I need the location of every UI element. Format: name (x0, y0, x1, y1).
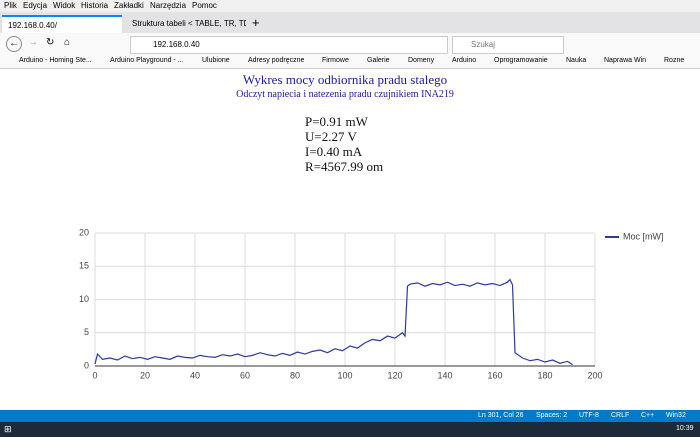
page-title: Wykres mocy odbiornika pradu stalego (242, 72, 448, 87)
bookmark[interactable]: Naprawa Win (604, 57, 647, 64)
url: 192.168.0.40 (153, 40, 200, 49)
x-tick-label: 100 (337, 370, 352, 380)
tab-bar: 192.168.0.40/ Struktura tabeli < TABLE, … (0, 12, 700, 33)
bookmark[interactable]: Adresy podręczne (248, 57, 305, 64)
bookmark[interactable]: Arduino Playground - ... (110, 57, 184, 64)
x-tick-label: 80 (290, 370, 300, 380)
status-item[interactable]: CRLF (611, 412, 630, 419)
reading: P=0.91 mW (305, 114, 368, 129)
tab[interactable]: Struktura tabeli < TABLE, TR, TD (132, 19, 246, 28)
menu-item[interactable]: Pomoc (192, 1, 217, 10)
x-tick-label: 60 (240, 370, 250, 380)
bookmark[interactable]: Firmowe (322, 57, 349, 64)
reload-button[interactable]: ↻ (46, 37, 55, 48)
x-tick-label: 40 (190, 370, 200, 380)
x-tick-label: 20 (140, 370, 150, 380)
y-tick-label: 10 (79, 294, 89, 304)
x-tick-label: 160 (487, 370, 502, 380)
bookmark[interactable]: Oprogramowanie (494, 57, 548, 64)
search-field[interactable]: Szukaj (452, 36, 564, 54)
x-tick-label: 140 (437, 370, 452, 380)
readings: P=0.91 mW U=2.27 V I=0.40 mA R=4567.99 om (305, 114, 383, 174)
status-item[interactable]: Spaces: 2 (536, 412, 568, 419)
menu-item[interactable]: Plik (4, 1, 17, 10)
status-item[interactable]: Win32 (666, 412, 686, 419)
status-bar: Ln 301, Col 26 Spaces: 2 UTF-8 CRLF C++ Win32 (0, 410, 700, 422)
status-item[interactable]: UTF-8 (579, 412, 599, 419)
status-item[interactable]: C++ (641, 412, 655, 419)
bookmark[interactable]: Arduino (452, 57, 477, 64)
reading: U=2.27 V (305, 129, 357, 144)
menu-bar: Plik Edycja Widok Historia Zakładki Narzędzia… (0, 0, 700, 12)
menu-item[interactable]: Zakładki (114, 1, 144, 10)
tab[interactable]: 192.168.0.40/ (2, 15, 122, 33)
y-tick-label: 0 (84, 360, 89, 370)
y-tick-label: 15 (79, 261, 89, 271)
new-tab[interactable]: + (252, 15, 260, 30)
taskbar: ⊞ 10:39 (0, 422, 700, 437)
menu-item[interactable]: Historia (81, 1, 109, 10)
back-button[interactable]: ← (6, 36, 22, 52)
clock: 10:39 (676, 425, 694, 432)
menu-item[interactable]: Narzędzia (150, 1, 187, 10)
bookmark[interactable]: Ulubione (202, 57, 230, 64)
x-tick-label: 200 (587, 370, 602, 380)
y-tick-label: 5 (84, 327, 89, 337)
home-button[interactable]: ⌂ (64, 37, 71, 48)
bookmark[interactable]: Nauka (566, 57, 587, 64)
menu-item[interactable]: Widok (53, 1, 76, 10)
bookmark[interactable]: Rozne (664, 57, 685, 64)
page-subtitle: Odczyt napiecia i natezenia pradu czujni… (236, 89, 454, 100)
bookmark[interactable]: Arduino - Homing Ste... (19, 57, 92, 64)
x-tick-label: 120 (387, 370, 402, 380)
nav-bar: ← → ↻ ⌂ 192.168.0.40 Szukaj (0, 33, 700, 56)
start-button[interactable]: ⊞ (4, 424, 12, 434)
legend-label: Moc [mW] (623, 231, 664, 241)
bookmarks-bar: Arduino - Homing Ste... Arduino Playgroun… (0, 55, 700, 69)
reading: R=4567.99 om (305, 159, 384, 174)
search-placeholder: Szukaj (471, 40, 496, 49)
reading: I=0.40 mA (305, 144, 363, 159)
data-line (94, 278, 573, 366)
x-tick-label: 0 (92, 370, 97, 380)
x-tick-label: 180 (537, 370, 552, 380)
y-tick-label: 20 (79, 227, 89, 237)
bookmark[interactable]: Domeny (408, 57, 435, 64)
menu-item[interactable]: Edycja (23, 1, 48, 10)
url-field[interactable]: 192.168.0.40 (130, 36, 448, 54)
forward-button[interactable]: → (28, 37, 38, 48)
status-item[interactable]: Ln 301, Col 26 (478, 412, 524, 419)
bookmark[interactable]: Galerie (367, 57, 390, 64)
